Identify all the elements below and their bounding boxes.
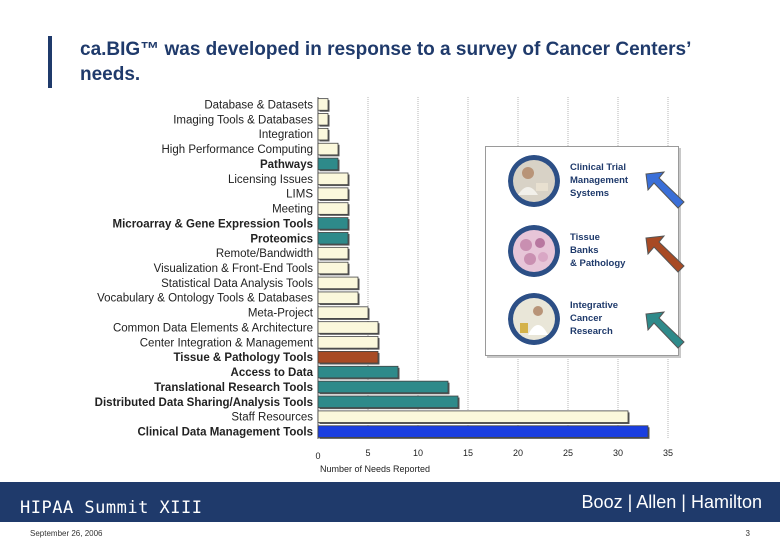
category-label: Pathways — [260, 159, 313, 171]
x-tick-label: 30 — [613, 448, 623, 458]
category-label: Meta-Project — [248, 308, 314, 320]
x-tick-label: 15 — [463, 448, 473, 458]
category-label: Center Integration & Management — [140, 337, 314, 349]
category-label: Integration — [259, 129, 313, 141]
title-accent-bar — [48, 36, 52, 88]
bar — [317, 336, 379, 349]
footer-date: September 26, 2006 — [30, 529, 103, 538]
bar — [317, 187, 349, 200]
bar — [317, 142, 339, 156]
category-label: Microarray & Gene Expression Tools — [113, 218, 313, 230]
legend-item-tissue-banks: Tissue Banks & Pathology — [486, 221, 676, 281]
category-label: Statistical Data Analysis Tools — [161, 278, 313, 290]
legend-label-integrative: Integrative Cancer Research — [570, 300, 619, 337]
bar — [317, 395, 459, 409]
category-label: Clinical Data Management Tools — [137, 427, 313, 439]
x-tick-label: 10 — [413, 448, 423, 458]
bar — [317, 351, 379, 364]
legend-label-tissue-banks: Tissue Banks & Pathology — [570, 232, 626, 269]
brown-arrow-icon — [645, 235, 685, 273]
blue-arrow-icon — [645, 171, 685, 209]
category-label: Common Data Elements & Architecture — [113, 322, 313, 334]
category-label: Remote/Bandwidth — [216, 248, 313, 260]
bar — [317, 232, 349, 245]
category-label: Database & Datasets — [204, 99, 313, 111]
company-logo-text: Booz | Allen | Hamilton — [581, 492, 762, 512]
bar — [317, 321, 379, 334]
bar — [317, 246, 349, 260]
bar — [317, 113, 329, 126]
bar — [317, 217, 349, 230]
bar — [317, 410, 629, 423]
x-tick-label: 5 — [365, 448, 370, 458]
page-number: 3 — [745, 529, 750, 538]
bar — [317, 261, 349, 275]
bar — [317, 425, 649, 438]
category-label: LIMS — [286, 189, 313, 201]
x-tick-label: 0 — [315, 451, 320, 461]
bar — [317, 172, 349, 185]
bar — [317, 276, 359, 290]
bar — [317, 127, 329, 141]
x-tick-label: 25 — [563, 448, 573, 458]
bar — [317, 291, 359, 304]
bar — [317, 157, 339, 171]
bar — [317, 202, 349, 215]
category-label: Meeting — [272, 204, 313, 216]
legend-item-integrative: Integrative Cancer Research — [486, 289, 676, 349]
legend-label-clinical-trial: Clinical Trial Management Systems — [570, 162, 629, 199]
bar — [317, 380, 449, 394]
researcher-photo-icon — [508, 293, 560, 345]
clinician-photo-icon — [508, 155, 560, 207]
footer-event-title: HIPAA Summit XIII — [20, 498, 203, 518]
slide-title: ca.BIG™ was developed in response to a s… — [80, 39, 691, 85]
bar — [317, 365, 399, 379]
tissue-cells-photo-icon — [508, 225, 560, 277]
legend-item-clinical-trial: Clinical Trial Management Systems — [486, 151, 676, 211]
category-label: High Performance Computing — [162, 144, 314, 156]
footer-bar: HIPAA Summit XIII Booz | Allen | Hamilto… — [0, 482, 780, 522]
x-tick-label: 35 — [663, 448, 673, 458]
category-label: Licensing Issues — [228, 174, 313, 186]
category-label: Translational Research Tools — [154, 382, 313, 394]
category-label: Distributed Data Sharing/Analysis Tools — [95, 397, 313, 409]
teal-arrow-icon — [645, 311, 685, 349]
category-label: Visualization & Front-End Tools — [154, 263, 314, 275]
category-label: Vocabulary & Ontology Tools & Databases — [97, 293, 313, 305]
category-label: Imaging Tools & Databases — [173, 114, 313, 126]
x-axis-title: Number of Needs Reported — [320, 464, 430, 474]
needs-bar-chart: Database & Datasets Imaging Tools & Datab… — [95, 97, 673, 474]
category-label: Staff Resources — [231, 412, 313, 424]
bar — [317, 306, 369, 319]
category-label: Proteomics — [250, 233, 313, 245]
bar — [317, 98, 329, 111]
category-label: Access to Data — [231, 367, 314, 379]
category-label: Tissue & Pathology Tools — [173, 352, 313, 364]
x-tick-label: 20 — [513, 448, 523, 458]
